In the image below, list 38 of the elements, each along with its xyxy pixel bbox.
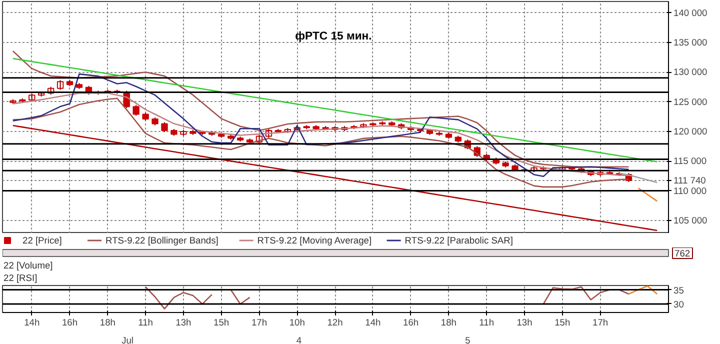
x-tick-label: 17h xyxy=(251,318,268,328)
text: 4 xyxy=(296,336,302,344)
x-tick-label: 16h xyxy=(62,318,78,328)
x-tick-label: 17h xyxy=(592,318,608,328)
x-tick-label: 15h xyxy=(554,318,570,328)
y-tick-label: 105 000 xyxy=(674,215,708,226)
text: 22 [RSI] xyxy=(4,273,38,283)
x-tick-label: 18h xyxy=(440,318,457,328)
text: 22 [Volume] xyxy=(4,260,53,270)
text: 762 xyxy=(674,248,690,258)
y-tick-label: 111 740 xyxy=(674,175,706,186)
y-tick-label: 110 000 xyxy=(674,186,707,196)
x-tick-label: 13h xyxy=(516,318,532,328)
text: 5 xyxy=(465,336,470,344)
y-tick-label: 35 xyxy=(674,285,684,296)
x-tick-label: 14h xyxy=(24,318,40,328)
x-tick-label: 13h xyxy=(176,318,192,328)
text: фРТС 15 мин. xyxy=(295,30,372,42)
y-tick-label: 125 000 xyxy=(674,96,708,107)
x-tick-label: 16h xyxy=(403,318,419,328)
legend-label: RTS-9.22 [Moving Average] xyxy=(257,236,372,246)
legend-label: RTS-9.22 [Parabolic SAR] xyxy=(404,236,513,246)
y-tick-label: 135 000 xyxy=(674,37,708,48)
y-tick-label: 120 000 xyxy=(674,126,708,136)
x-tick-label: 12h xyxy=(327,318,343,328)
y-tick-label: 115 000 xyxy=(674,156,707,166)
x-tick-label: 15h xyxy=(214,318,230,328)
legend-label: 22 [Price] xyxy=(22,236,62,246)
y-tick-label: 140 000 xyxy=(674,8,708,18)
legend-label: RTS-9.22 [Bollinger Bands] xyxy=(106,236,218,246)
x-tick-label: 11h xyxy=(138,318,153,328)
x-tick-label: 18h xyxy=(100,318,116,328)
text: Jul xyxy=(122,336,134,344)
x-tick-label: 14h xyxy=(365,318,381,328)
x-tick-label: 11h xyxy=(479,318,494,328)
y-tick-label: 30 xyxy=(674,299,684,310)
x-tick-label: 10h xyxy=(289,318,305,328)
y-tick-label: 130 000 xyxy=(674,67,708,78)
